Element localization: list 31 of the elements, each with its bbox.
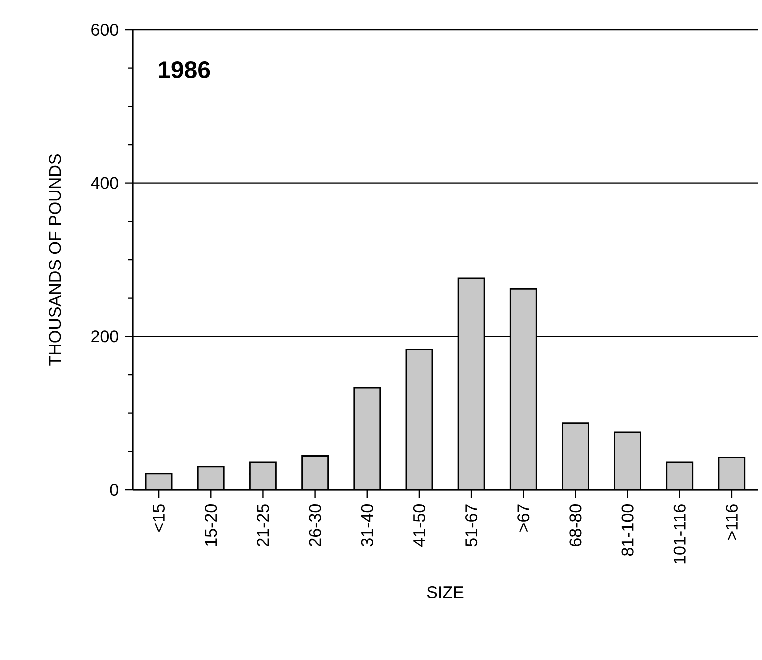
x-tick-label: 41-50	[413, 504, 426, 547]
text: 1986	[159, 62, 210, 78]
x-tick-label: 31-40	[361, 504, 374, 547]
x-tick-label: 26-30	[309, 504, 322, 546]
y-tick-label: 400	[91, 177, 118, 190]
bar	[250, 462, 276, 490]
bar	[718, 457, 746, 490]
x-axis-title: SIZE	[427, 586, 464, 599]
bar	[354, 388, 380, 490]
bar	[666, 462, 693, 490]
bar	[146, 474, 172, 490]
bar	[406, 350, 432, 490]
y-tick-label: 600	[92, 24, 118, 36]
y-axis-title: THOUSANDS OF POUNDS	[49, 154, 62, 366]
x-tick-label: >116	[726, 504, 738, 540]
y-tick-label: 200	[92, 330, 118, 343]
x-tick-label: <15	[153, 504, 165, 532]
x-tick-label: 51-67	[466, 504, 478, 547]
bar	[510, 289, 537, 490]
x-tick-label: 21-25	[257, 504, 270, 546]
x-tick-label: 15-20	[205, 504, 218, 546]
bar	[562, 423, 589, 490]
y-tick-label: 0	[110, 484, 118, 496]
x-tick-label: 68-80	[570, 504, 582, 546]
bar	[198, 466, 224, 490]
bar	[458, 278, 485, 490]
x-tick-label: >67	[518, 504, 530, 532]
bar	[614, 432, 641, 490]
x-tick-label: 81-100	[622, 504, 634, 556]
x-tick-label: 101-116	[674, 504, 686, 564]
bar	[302, 456, 328, 490]
